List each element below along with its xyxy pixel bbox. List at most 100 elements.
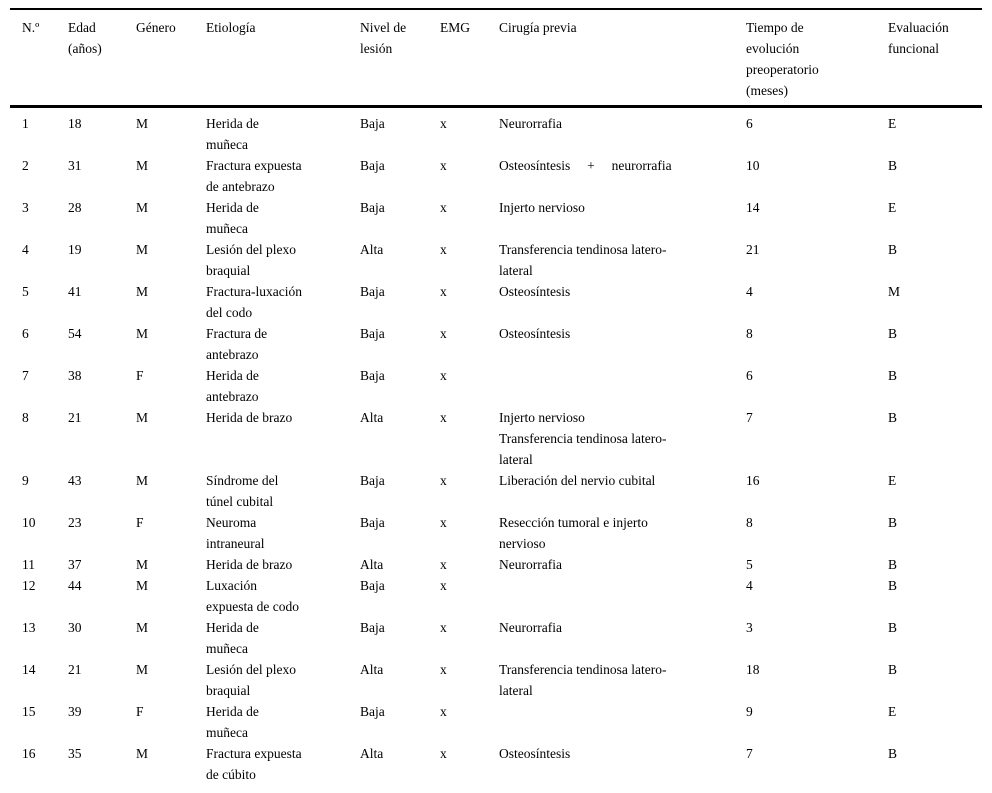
cell-numero: 10 (22, 515, 36, 530)
cell-tiempo-evolucion: 5 (746, 557, 753, 572)
cell-edad: 28 (68, 200, 82, 215)
header-cell-evaluacion-funcional: Evaluación funcional (888, 9, 982, 108)
cell-evaluacion-funcional: B (888, 662, 898, 677)
cell-etiologia: Herida de muñeca (206, 116, 259, 152)
cell-numero: 11 (22, 557, 35, 572)
cell-emg: x (440, 746, 447, 761)
cell-cirugia-previa: Resección tumoral e injerto nervioso (499, 515, 648, 551)
table-row: 11 37 M Herida de brazo Alta x Neurorrafia 5 B (10, 554, 982, 575)
cell-numero: 2 (22, 158, 29, 173)
header-cell-etiologia: Etiología (206, 9, 360, 108)
table-row: 13 30 M Herida de muñeca Baja x Neurorrafia 3 B (10, 617, 982, 659)
cell-edad: 35 (68, 746, 82, 761)
cell-numero: 9 (22, 473, 29, 488)
cell-edad: 19 (68, 242, 82, 257)
cell-nivel-lesion: Baja (360, 326, 385, 341)
cell-evaluacion-funcional: M (888, 284, 901, 299)
cell-tiempo-evolucion: 14 (746, 200, 760, 215)
cell-genero: M (136, 578, 149, 593)
cell-tiempo-evolucion: 3 (746, 620, 753, 635)
cell-nivel-lesion: Alta (360, 662, 384, 677)
cell-nivel-lesion: Baja (360, 473, 385, 488)
cell-edad: 39 (68, 704, 82, 719)
cell-edad: 21 (68, 410, 82, 425)
cell-nivel-lesion: Baja (360, 620, 385, 635)
cell-cirugia-previa: Injerto nervioso Transferencia tendinosa… (499, 410, 667, 467)
cell-evaluacion-funcional: B (888, 746, 898, 761)
cell-edad: 31 (68, 158, 82, 173)
cell-numero: 3 (22, 200, 29, 215)
cell-etiologia: Herida de muñeca (206, 620, 259, 656)
cell-cirugia-previa: Injerto nervioso (499, 200, 585, 215)
cell-cirugia-previa: Osteosíntesis + neurorrafia (499, 158, 672, 173)
cell-edad: 43 (68, 473, 82, 488)
cell-genero: M (136, 158, 149, 173)
cell-etiologia: Lesión del plexo braquial (206, 662, 296, 698)
cell-evaluacion-funcional: B (888, 368, 898, 383)
cell-evaluacion-funcional: B (888, 326, 898, 341)
cell-evaluacion-funcional: E (888, 116, 897, 131)
cell-nivel-lesion: Baja (360, 158, 385, 173)
cell-cirugia-previa (499, 701, 746, 743)
header-cell-edad: Edad (años) (68, 9, 136, 108)
cell-cirugia-previa: Transferencia tendinosa latero- lateral (499, 662, 667, 698)
cell-emg: x (440, 200, 447, 215)
cell-genero: M (136, 473, 149, 488)
cell-emg: x (440, 620, 447, 635)
cell-nivel-lesion: Baja (360, 515, 385, 530)
cell-emg: x (440, 704, 447, 719)
cell-emg: x (440, 473, 447, 488)
cell-genero: F (136, 515, 144, 530)
cell-edad: 38 (68, 368, 82, 383)
cell-tiempo-evolucion: 6 (746, 116, 753, 131)
cell-etiologia: Síndrome del túnel cubital (206, 473, 279, 509)
cell-nivel-lesion: Alta (360, 410, 384, 425)
cell-cirugia-previa: Neurorrafia (499, 116, 562, 131)
cell-tiempo-evolucion: 4 (746, 578, 753, 593)
table-row: 2 31 M Fractura expuesta de antebrazo Baja x O… (10, 155, 982, 197)
cell-numero: 8 (22, 410, 29, 425)
cell-etiologia: Herida de brazo (206, 410, 293, 425)
cell-etiologia: Herida de muñeca (206, 200, 259, 236)
cell-genero: M (136, 242, 149, 257)
header-row: N.º Edad (años) Género Etiología Nivel d… (10, 9, 982, 108)
cell-nivel-lesion: Baja (360, 368, 385, 383)
cell-tiempo-evolucion: 6 (746, 368, 753, 383)
cell-tiempo-evolucion: 7 (746, 746, 753, 761)
table-row: 14 21 M Lesión del plexo braquial Alta x Trans… (10, 659, 982, 701)
cell-tiempo-evolucion: 16 (746, 473, 760, 488)
cell-evaluacion-funcional: B (888, 410, 898, 425)
cell-emg: x (440, 242, 447, 257)
cell-cirugia-previa: Neurorrafia (499, 620, 562, 635)
header-cell-nivel-lesion: Nivel de lesión (360, 9, 440, 108)
table-row: 7 38 F Herida de antebrazo Baja x 6 B (10, 365, 982, 407)
cell-cirugia-previa: Liberación del nervio cubital (499, 473, 656, 488)
cell-emg: x (440, 557, 447, 572)
cell-edad: 18 (68, 116, 82, 131)
cell-numero: 15 (22, 704, 36, 719)
cell-edad: 21 (68, 662, 82, 677)
cell-etiologia: Fractura expuesta de cúbito (206, 746, 302, 782)
header-cell-numero: N.º (10, 9, 68, 108)
cell-genero: M (136, 557, 149, 572)
cell-genero: M (136, 662, 149, 677)
cell-nivel-lesion: Baja (360, 284, 385, 299)
cell-numero: 1 (22, 116, 29, 131)
cell-tiempo-evolucion: 4 (746, 284, 753, 299)
cell-genero: M (136, 746, 149, 761)
cell-etiologia: Neuroma intraneural (206, 515, 265, 551)
cell-evaluacion-funcional: B (888, 158, 898, 173)
table-row: 5 41 M Fractura-luxación del codo Baja x Osteo… (10, 281, 982, 323)
cell-numero: 13 (22, 620, 36, 635)
cell-emg: x (440, 515, 447, 530)
cell-numero: 14 (22, 662, 36, 677)
cell-etiologia: Fractura-luxación del codo (206, 284, 302, 320)
cell-genero: F (136, 704, 144, 719)
cell-evaluacion-funcional: B (888, 515, 898, 530)
cell-numero: 4 (22, 242, 29, 257)
patients-table: N.º Edad (años) Género Etiología Nivel d… (10, 8, 982, 793)
cell-tiempo-evolucion: 18 (746, 662, 760, 677)
cell-genero: M (136, 284, 149, 299)
cell-genero: M (136, 410, 149, 425)
cell-etiologia: Luxación expuesta de codo (206, 578, 299, 614)
